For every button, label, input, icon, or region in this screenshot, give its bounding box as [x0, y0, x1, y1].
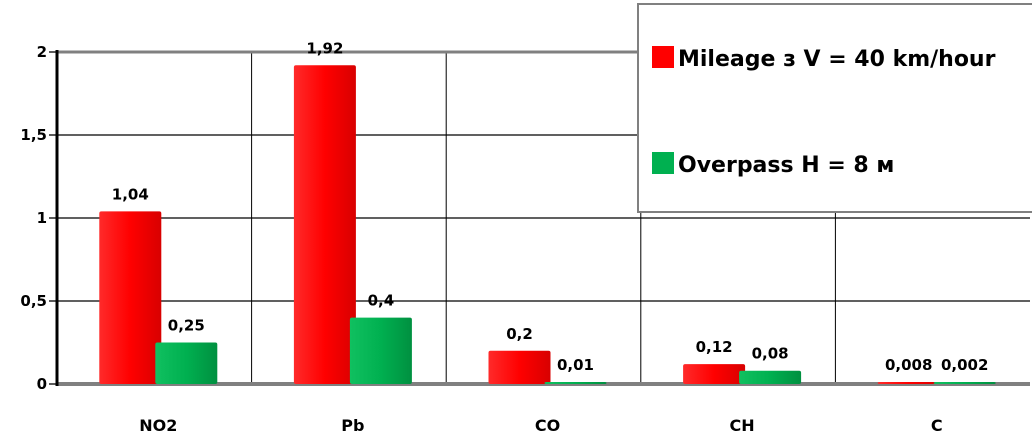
bars-series-1	[99, 211, 162, 384]
x-category-label: CO	[535, 416, 560, 435]
legend-box	[637, 3, 1032, 213]
data-label: 1,04	[112, 185, 149, 203]
bars-series-1	[488, 350, 551, 384]
bars-series-2	[739, 370, 802, 384]
y-tick-label: 1,5	[20, 126, 47, 144]
bars-series-2	[155, 342, 218, 384]
bars-series-2	[349, 317, 412, 384]
data-label: 0,4	[368, 292, 395, 310]
bars-series-1	[683, 364, 746, 384]
y-tick-label: 2	[37, 43, 47, 61]
legend-label: Overpass H = 8 м	[678, 153, 894, 178]
data-label: 0,12	[696, 338, 733, 356]
legend-swatch	[652, 46, 674, 68]
data-label: 0,2	[506, 325, 533, 343]
y-tick-label: 0,5	[20, 292, 47, 310]
x-category-label: C	[931, 416, 943, 435]
x-category-label: NO2	[139, 416, 177, 435]
y-tick-label: 0	[37, 375, 47, 393]
legend-label: Mileage з V = 40 km/hour	[678, 47, 996, 72]
data-label: 1,92	[306, 39, 343, 57]
bars-series-2	[933, 382, 996, 384]
bars-series-2	[544, 382, 607, 384]
data-label: 0,08	[752, 345, 789, 363]
data-label: 0,25	[168, 317, 205, 335]
y-tick-label: 1	[37, 209, 47, 227]
data-label: 0,008	[885, 356, 932, 374]
bars-series-1	[877, 382, 940, 384]
x-category-label: CH	[730, 416, 755, 435]
data-label: 0,002	[941, 356, 988, 374]
legend-swatch	[652, 152, 674, 174]
x-category-label: Pb	[341, 416, 364, 435]
data-label: 0,01	[557, 356, 594, 374]
bars-series-1	[293, 65, 356, 384]
